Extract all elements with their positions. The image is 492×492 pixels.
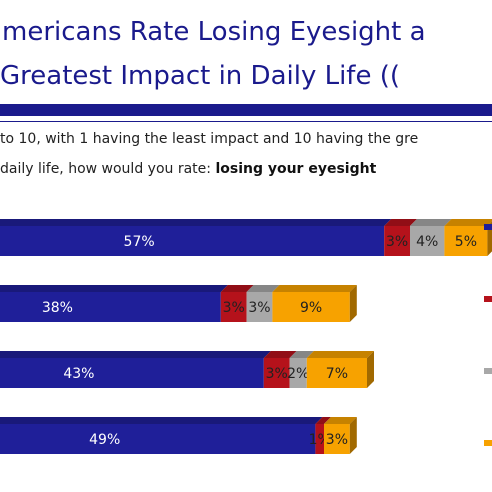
bar-front-face xyxy=(220,292,247,322)
title-divider-bar xyxy=(0,104,492,116)
bar-top-face xyxy=(306,351,374,358)
bar-segment xyxy=(315,417,331,454)
bar-segment xyxy=(384,219,417,256)
bar-front-face xyxy=(0,292,221,322)
bar-segment xyxy=(0,417,323,454)
bar-value-label: 3% xyxy=(248,300,270,316)
bar-segment xyxy=(324,417,357,454)
bar-value-label: 43% xyxy=(63,366,94,382)
bar-value-label: 49% xyxy=(89,432,120,448)
chart-title-line-1: mericans Rate Losing Eyesight a xyxy=(2,17,426,47)
bar-side-face xyxy=(349,285,357,322)
legend-swatch xyxy=(484,296,492,302)
bar-front-face xyxy=(289,358,307,388)
bar-top-face xyxy=(324,417,357,424)
bar-value-label: 5% xyxy=(455,234,477,250)
bar-side-face xyxy=(349,417,357,454)
bar-top-face xyxy=(315,417,331,424)
question-text-bold: losing your eyesight xyxy=(215,161,377,177)
bar-value-label: 3% xyxy=(223,300,245,316)
bar-segment xyxy=(289,351,314,388)
bar-top-face xyxy=(289,351,314,358)
bar-segment xyxy=(306,351,374,388)
bar-front-face xyxy=(246,292,273,322)
bar-top-face xyxy=(0,285,228,292)
bar-side-face xyxy=(487,221,492,256)
legend-swatch xyxy=(484,440,492,446)
title-divider-line xyxy=(0,121,492,122)
bar-segment xyxy=(410,219,452,256)
bar-front-face xyxy=(444,226,488,256)
bar-side-face xyxy=(367,351,374,388)
bar-front-face xyxy=(324,424,350,454)
bar-front-face xyxy=(263,358,290,388)
bar-front-face xyxy=(384,226,410,256)
question-text-line-1: to 10, with 1 having the least impact an… xyxy=(0,131,419,147)
bar-top-face xyxy=(220,285,254,292)
question-text-prefix: daily life, how would you rate: xyxy=(0,161,216,177)
bar-segment xyxy=(246,285,280,322)
bar-front-face xyxy=(0,226,385,256)
bar-value-label: 7% xyxy=(326,366,348,382)
bar-top-face xyxy=(0,219,392,226)
bar-segment xyxy=(444,219,492,256)
bar-row: 43% 3% 2% 7% xyxy=(0,351,374,388)
bar-segment xyxy=(0,285,228,322)
bar-front-face xyxy=(315,424,324,454)
bar-segment xyxy=(220,285,254,322)
bar-segment xyxy=(263,351,297,388)
bar-row: 49% 1%3% xyxy=(0,417,357,454)
bar-top-face xyxy=(410,219,452,226)
legend-swatch xyxy=(484,368,492,374)
bar-front-face xyxy=(306,358,367,388)
bar-value-label: 38% xyxy=(42,300,73,316)
bar-value-label: 57% xyxy=(124,234,155,250)
bar-value-label: 9% xyxy=(300,300,322,316)
bar-segment xyxy=(0,351,271,388)
bar-top-face xyxy=(0,351,271,358)
bar-front-face xyxy=(0,424,316,454)
bar-segment xyxy=(0,219,392,256)
bar-front-face xyxy=(0,358,264,388)
bar-row: 38% 3% 3% 9% xyxy=(0,285,357,322)
bar-top-face xyxy=(246,285,280,292)
bar-value-label: 3% xyxy=(326,432,348,448)
bar-top-face xyxy=(263,351,297,358)
bar-segment xyxy=(272,285,357,322)
question-text-line-2: daily life, how would you rate: losing y… xyxy=(0,161,376,177)
bar-front-face xyxy=(410,226,445,256)
bar-top-face xyxy=(0,417,323,424)
bar-top-face xyxy=(272,285,357,292)
bar-front-face xyxy=(272,292,350,322)
bar-value-label: 3% xyxy=(386,234,408,250)
legend-swatch xyxy=(484,224,492,230)
bar-value-label: 4% xyxy=(416,234,438,250)
bar-top-face xyxy=(384,219,417,226)
bar-top-face xyxy=(444,219,492,226)
bar-row: 57% 3% 4% 5% xyxy=(0,219,492,256)
bar-value-label: 2% xyxy=(287,366,309,382)
bar-value-label: 3% xyxy=(266,366,288,382)
chart-title-line-2: Greatest Impact in Daily Life (( xyxy=(0,61,401,91)
